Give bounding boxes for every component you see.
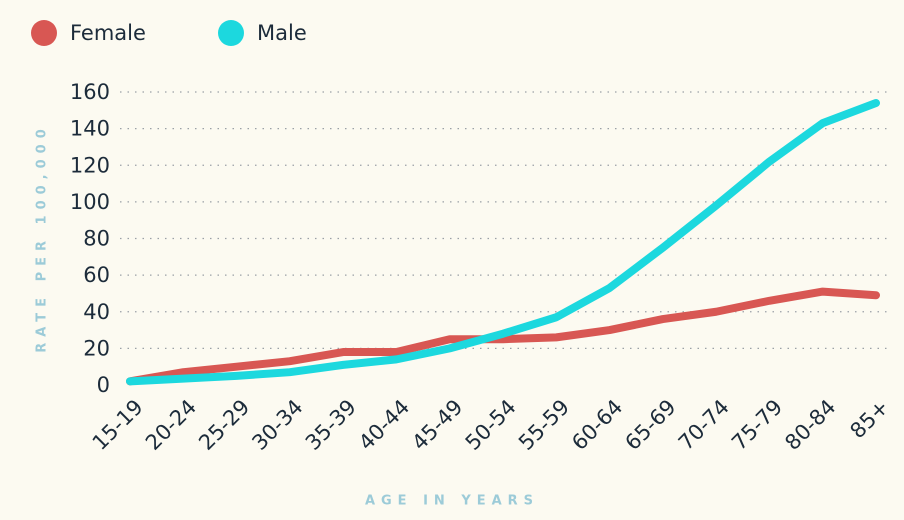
x-axis-title: AGE IN YEARS xyxy=(365,494,539,509)
legend-label: Female xyxy=(70,21,146,45)
legend-marker xyxy=(31,20,57,46)
x-tick-label: 25-29 xyxy=(194,395,254,455)
legend-label: Male xyxy=(257,21,307,45)
y-tick-label: 0 xyxy=(97,373,110,397)
y-tick-label: 40 xyxy=(83,300,110,324)
x-tick-label: 45-49 xyxy=(407,395,467,455)
x-tick-label: 35-39 xyxy=(301,395,361,455)
x-tick-label: 85+ xyxy=(845,395,893,443)
x-tick-label: 40-44 xyxy=(354,395,414,455)
y-tick-label: 80 xyxy=(83,227,110,251)
series-line xyxy=(126,98,880,386)
y-tick-label: 140 xyxy=(70,117,110,141)
y-tick-label: 160 xyxy=(70,80,110,104)
x-tick-label: 15-19 xyxy=(88,395,148,455)
x-tick-label: 80-84 xyxy=(780,395,840,455)
x-tick-label: 55-59 xyxy=(514,395,574,455)
x-tick-label: 65-69 xyxy=(621,395,681,455)
x-tick-label: 75-79 xyxy=(727,395,787,455)
y-tick-label: 120 xyxy=(70,153,110,177)
legend-marker xyxy=(218,20,244,46)
y-axis-title: RATE PER 100,000 xyxy=(35,123,50,353)
x-tick-label: 70-74 xyxy=(674,395,734,455)
y-tick-label: 60 xyxy=(83,263,110,287)
y-tick-label: 20 xyxy=(83,336,110,360)
series-line xyxy=(126,287,880,386)
x-tick-label: 30-34 xyxy=(248,395,308,455)
x-tick-label: 50-54 xyxy=(461,395,521,455)
x-tick-label: 20-24 xyxy=(141,395,201,455)
x-tick-label: 60-64 xyxy=(567,395,627,455)
y-tick-label: 100 xyxy=(70,190,110,214)
